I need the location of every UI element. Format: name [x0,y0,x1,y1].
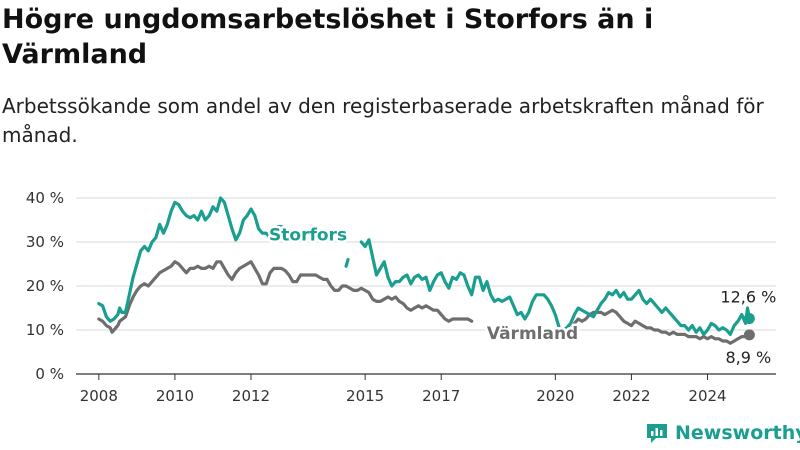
series-line-storfors [97,196,751,336]
end-point-marker [743,329,755,341]
series-label-halo: Storfors [269,226,347,246]
y-tick-label: 0 % [35,365,64,383]
end-point-marker [743,313,755,325]
series-label-halo: Värmland [487,324,578,344]
y-tick-label: 10 % [26,321,64,339]
x-tick-label: 2008 [80,387,118,405]
brand-name: Newsworthy [675,422,800,444]
chart-subtitle: Arbetssökande som andel av den registerb… [2,94,764,147]
series-label: Storfors [269,226,347,246]
chart-title: Högre ungdomsarbetslöshet i Storfors än … [2,4,654,70]
x-tick-label: 2020 [536,387,574,405]
x-tick-label: 2024 [688,387,726,405]
brand-logo: Newsworthy [645,419,800,447]
y-tick-label: 30 % [26,233,64,251]
series-label: Värmland [487,324,578,344]
y-tick-label: 40 % [26,189,64,207]
x-tick-label: 2017 [422,387,460,405]
end-value-label: 12,6 % [720,288,776,307]
y-tick-label: 20 % [26,277,64,295]
newsworthy-logo-icon [647,424,667,443]
x-tick-label: 2010 [156,387,194,405]
x-tick-label: 2015 [346,387,384,405]
x-tick-label: 2022 [612,387,650,405]
x-tick-label: 2012 [232,387,270,405]
end-value-label: 8,9 % [726,348,772,367]
